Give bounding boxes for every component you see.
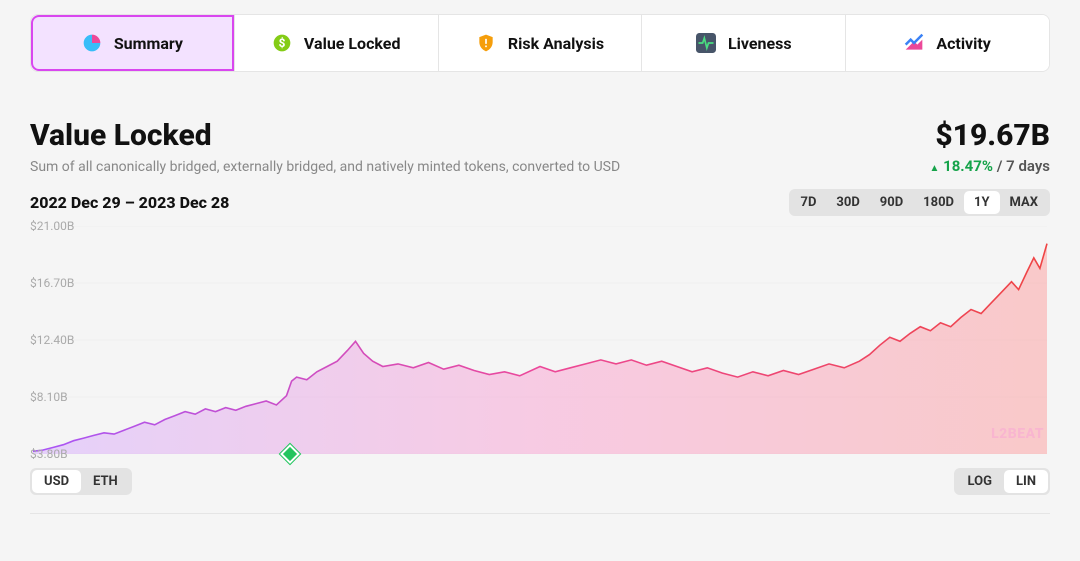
currency-toggle-eth[interactable]: ETH (81, 470, 130, 493)
tab-risk[interactable]: Risk Analysis (439, 15, 643, 71)
range-30d[interactable]: 30D (826, 191, 869, 214)
y-axis-label: $16.70B (30, 276, 74, 290)
date-range: 2022 Dec 29 – 2023 Dec 28 (30, 193, 229, 212)
change-period: 7 days (1006, 157, 1050, 175)
tab-bar: Summary $ Value Locked Risk Analysis Livenes… (30, 14, 1050, 72)
range-180d[interactable]: 180D (913, 191, 964, 214)
change-arrow-icon: ▲ (929, 163, 939, 174)
page-subtitle: Sum of all canonically bridged, external… (30, 159, 620, 175)
range-90d[interactable]: 90D (870, 191, 913, 214)
change-sep: / (997, 157, 1006, 175)
range-7d[interactable]: 7D (791, 191, 827, 214)
change-row: ▲ 18.47% / 7 days (929, 157, 1050, 175)
tab-liveness[interactable]: Liveness (642, 15, 846, 71)
tab-label: Value Locked (304, 34, 401, 53)
scale-toggle: LOGLIN (954, 468, 1050, 495)
change-percent: 18.47% (943, 157, 993, 175)
currency-toggle: USDETH (30, 468, 132, 495)
area-icon (904, 33, 924, 53)
header: Value Locked Sum of all canonically brid… (30, 118, 1050, 175)
time-range-picker: 7D30D90D180D1YMAX (789, 189, 1051, 216)
tab-label: Liveness (728, 34, 792, 53)
total-value: $19.67B (929, 118, 1050, 153)
y-axis-label: $3.80B (30, 447, 68, 461)
range-max[interactable]: MAX (1000, 191, 1048, 214)
range-1y[interactable]: 1Y (964, 191, 1000, 214)
scale-toggle-lin[interactable]: LIN (1004, 470, 1048, 493)
tab-activity[interactable]: Activity (846, 15, 1049, 71)
tab-label: Risk Analysis (508, 34, 604, 53)
tab-label: Summary (114, 34, 183, 53)
page-title: Value Locked (30, 118, 620, 153)
tab-value[interactable]: $ Value Locked (235, 15, 439, 71)
y-axis-label: $12.40B (30, 333, 74, 347)
pie-icon (82, 33, 102, 53)
currency-toggle-usd[interactable]: USD (32, 470, 81, 493)
tab-summary[interactable]: Summary (31, 15, 235, 71)
chart-container: L2BEAT $21.00B$16.70B$12.40B$8.10B$3.80B (30, 226, 1050, 454)
y-axis-label: $21.00B (30, 219, 74, 233)
section-separator (30, 513, 1050, 514)
controls-row: 2022 Dec 29 – 2023 Dec 28 7D30D90D180D1Y… (30, 189, 1050, 216)
tab-label: Activity (936, 34, 991, 53)
scale-toggle-log[interactable]: LOG (956, 470, 1004, 493)
y-axis-label: $8.10B (30, 390, 68, 404)
dollar-icon: $ (272, 33, 292, 53)
bottom-controls: USDETH LOGLIN (30, 468, 1050, 495)
shield-icon (476, 33, 496, 53)
heartbeat-icon (696, 33, 716, 53)
watermark: L2BEAT (991, 426, 1044, 442)
svg-text:$: $ (279, 36, 286, 50)
value-locked-chart (30, 226, 1050, 454)
